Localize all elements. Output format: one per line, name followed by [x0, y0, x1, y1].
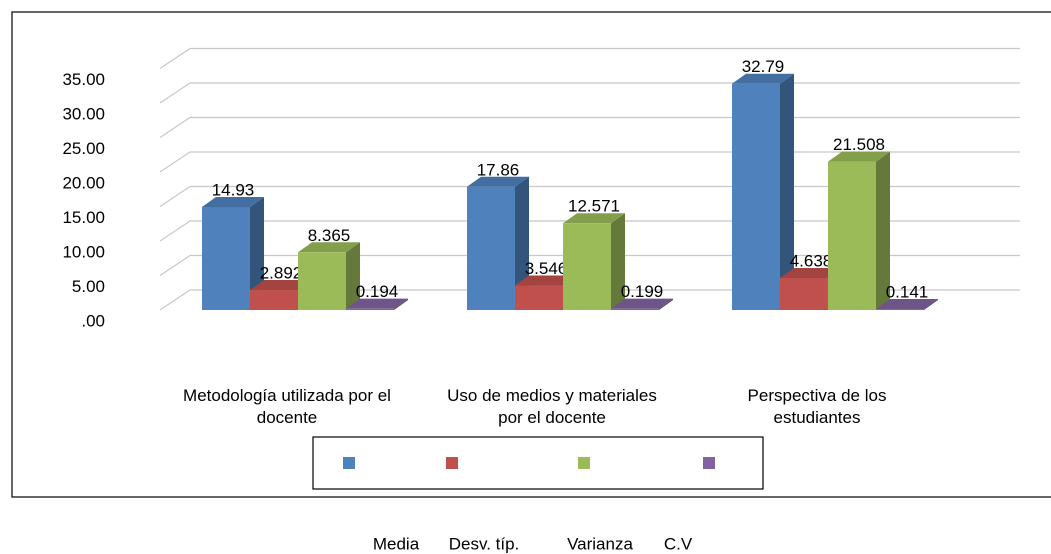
bar-side — [924, 299, 938, 310]
value-label: 21.508 — [833, 135, 885, 154]
bar-top — [563, 213, 625, 224]
value-label: 17.86 — [477, 160, 520, 179]
legend-label: Media — [373, 534, 420, 553]
y-tick-label: 35.00 — [62, 70, 105, 89]
value-label: 12.571 — [568, 197, 620, 216]
y-tick-label: 5.00 — [72, 277, 105, 296]
grid-line — [159, 82, 1020, 104]
grid-line — [159, 151, 1020, 173]
x-tick-label: Metodología utilizada por el docente — [183, 386, 391, 427]
bar-side — [876, 151, 890, 310]
value-label: 14.93 — [212, 180, 255, 199]
value-label: 0.199 — [621, 282, 664, 301]
bar — [563, 223, 611, 310]
bar-top — [250, 280, 312, 291]
bar-top — [346, 298, 408, 309]
value-label: 0.141 — [886, 283, 929, 302]
bar — [515, 285, 563, 310]
value-label: 0.194 — [356, 282, 399, 301]
bar-side — [515, 176, 529, 310]
value-label: 32.79 — [742, 57, 785, 76]
y-tick-label: 10.00 — [62, 242, 105, 261]
legend-label: Varianza — [567, 534, 633, 553]
y-tick-label: 20.00 — [62, 173, 105, 192]
bar — [467, 186, 515, 310]
value-label: 2.892 — [260, 264, 303, 283]
y-tick-label: .00 — [81, 311, 105, 330]
y-tick-label: 30.00 — [62, 104, 105, 123]
legend-label: C.V — [664, 534, 693, 553]
bar-top — [467, 176, 529, 187]
bar-top — [611, 298, 673, 309]
value-label: 8.365 — [308, 226, 351, 245]
bar-top — [876, 299, 938, 310]
bar-top — [202, 196, 264, 207]
bar-side — [394, 298, 408, 310]
bar — [346, 308, 394, 310]
legend-swatch — [703, 457, 715, 469]
bar-side — [780, 73, 794, 311]
legend-swatch — [446, 457, 458, 469]
bar-top — [298, 242, 360, 253]
bar-side — [611, 213, 625, 310]
legend-label: Desv. típ. — [449, 534, 520, 553]
bar — [611, 308, 659, 310]
bar-top — [780, 267, 842, 278]
grid-line — [159, 47, 1020, 69]
x-tick-label: Perspectiva de los estudiantes — [747, 386, 887, 427]
bar-top — [515, 275, 577, 286]
bar-top — [732, 73, 794, 84]
bar-side — [250, 196, 264, 310]
bar — [298, 252, 346, 310]
y-tick-label: 15.00 — [62, 208, 105, 227]
bar — [202, 206, 250, 310]
x-tick-label: Uso de medios y materiales por el docent… — [447, 386, 657, 427]
bar-side — [346, 242, 360, 310]
bar — [828, 161, 876, 310]
value-label: 4.638 — [790, 251, 833, 270]
bar — [780, 277, 828, 310]
legend-swatch — [343, 457, 355, 469]
bar-top — [828, 151, 890, 162]
legend-swatch — [578, 457, 590, 469]
grid-line — [159, 116, 1020, 138]
bar — [876, 309, 924, 310]
bar — [250, 290, 298, 310]
bar — [732, 83, 780, 311]
value-label: 3.546 — [525, 259, 568, 278]
legend-box — [312, 436, 764, 490]
chart-border — [11, 11, 1051, 498]
y-tick-label: 25.00 — [62, 139, 105, 158]
bar-side — [659, 298, 673, 310]
